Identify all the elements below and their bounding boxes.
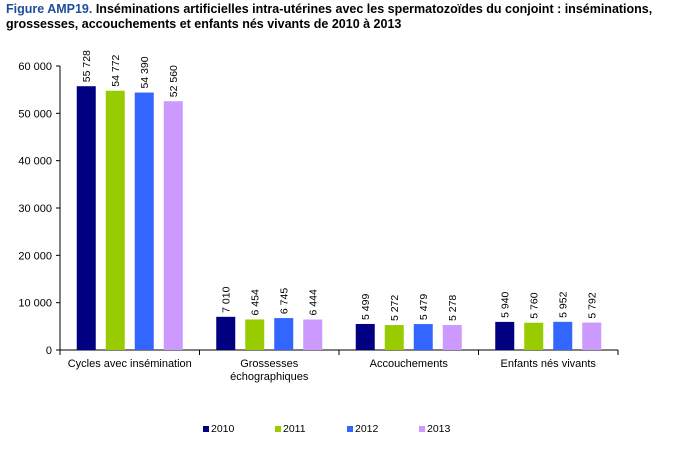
data-label: 52 560 [168, 65, 180, 97]
data-label: 5 952 [558, 291, 570, 317]
data-label: 55 728 [81, 50, 93, 82]
y-tick-label: 30 000 [18, 203, 52, 215]
title-text: Inséminations artificielles intra-utérin… [6, 2, 653, 31]
data-label: 6 444 [308, 289, 320, 315]
bar [413, 324, 433, 350]
bar [245, 319, 265, 350]
bar [274, 318, 294, 350]
bar [105, 90, 125, 351]
data-label: 5 499 [360, 294, 372, 320]
data-label: 6 454 [250, 289, 262, 315]
bar [524, 322, 544, 350]
bar [163, 101, 183, 350]
data-label: 5 278 [447, 295, 459, 321]
y-tick-label: 40 000 [18, 156, 52, 168]
chart-title: Figure AMP19. Inséminations artificielle… [6, 2, 666, 32]
y-tick-label: 10 000 [18, 298, 52, 310]
bar [553, 321, 573, 350]
bar [384, 325, 404, 350]
y-tick-label: 50 000 [18, 108, 52, 120]
bar [495, 321, 515, 350]
legend-swatch [203, 426, 209, 432]
bar [582, 322, 602, 350]
legend-entry: 2013 [427, 423, 451, 435]
legend-swatch [347, 426, 353, 432]
legend-entry: 2011 [283, 423, 306, 435]
data-label: 7 010 [221, 286, 233, 312]
bar [303, 319, 323, 350]
y-tick-label: 20 000 [18, 250, 52, 262]
x-tick-label: échographiques [230, 371, 309, 383]
figure-number: Figure AMP19. [6, 2, 93, 16]
bar [76, 86, 96, 351]
x-tick-label: Enfants nés vivants [501, 358, 597, 370]
bar [442, 325, 462, 350]
data-label: 5 760 [529, 292, 541, 318]
x-tick-label: Accouchements [370, 358, 449, 370]
legend-entry: 2012 [355, 423, 379, 435]
data-label: 54 772 [110, 54, 122, 86]
y-tick-label: 0 [46, 345, 52, 357]
legend-swatch [419, 426, 425, 432]
y-tick-label: 60 000 [18, 61, 52, 73]
data-label: 6 745 [279, 288, 291, 314]
data-label: 5 940 [500, 291, 512, 317]
data-label: 54 390 [139, 56, 151, 88]
bar [134, 92, 154, 350]
data-label: 5 792 [587, 292, 599, 318]
data-label: 5 272 [389, 295, 401, 321]
legend-entry: 2010 [211, 423, 235, 435]
bar [355, 323, 375, 350]
legend-swatch [275, 426, 281, 432]
x-tick-label: Cycles avec insémination [68, 358, 192, 370]
x-tick-label: Grossesses [240, 358, 299, 370]
data-label: 5 479 [418, 294, 430, 320]
bar [216, 316, 236, 350]
